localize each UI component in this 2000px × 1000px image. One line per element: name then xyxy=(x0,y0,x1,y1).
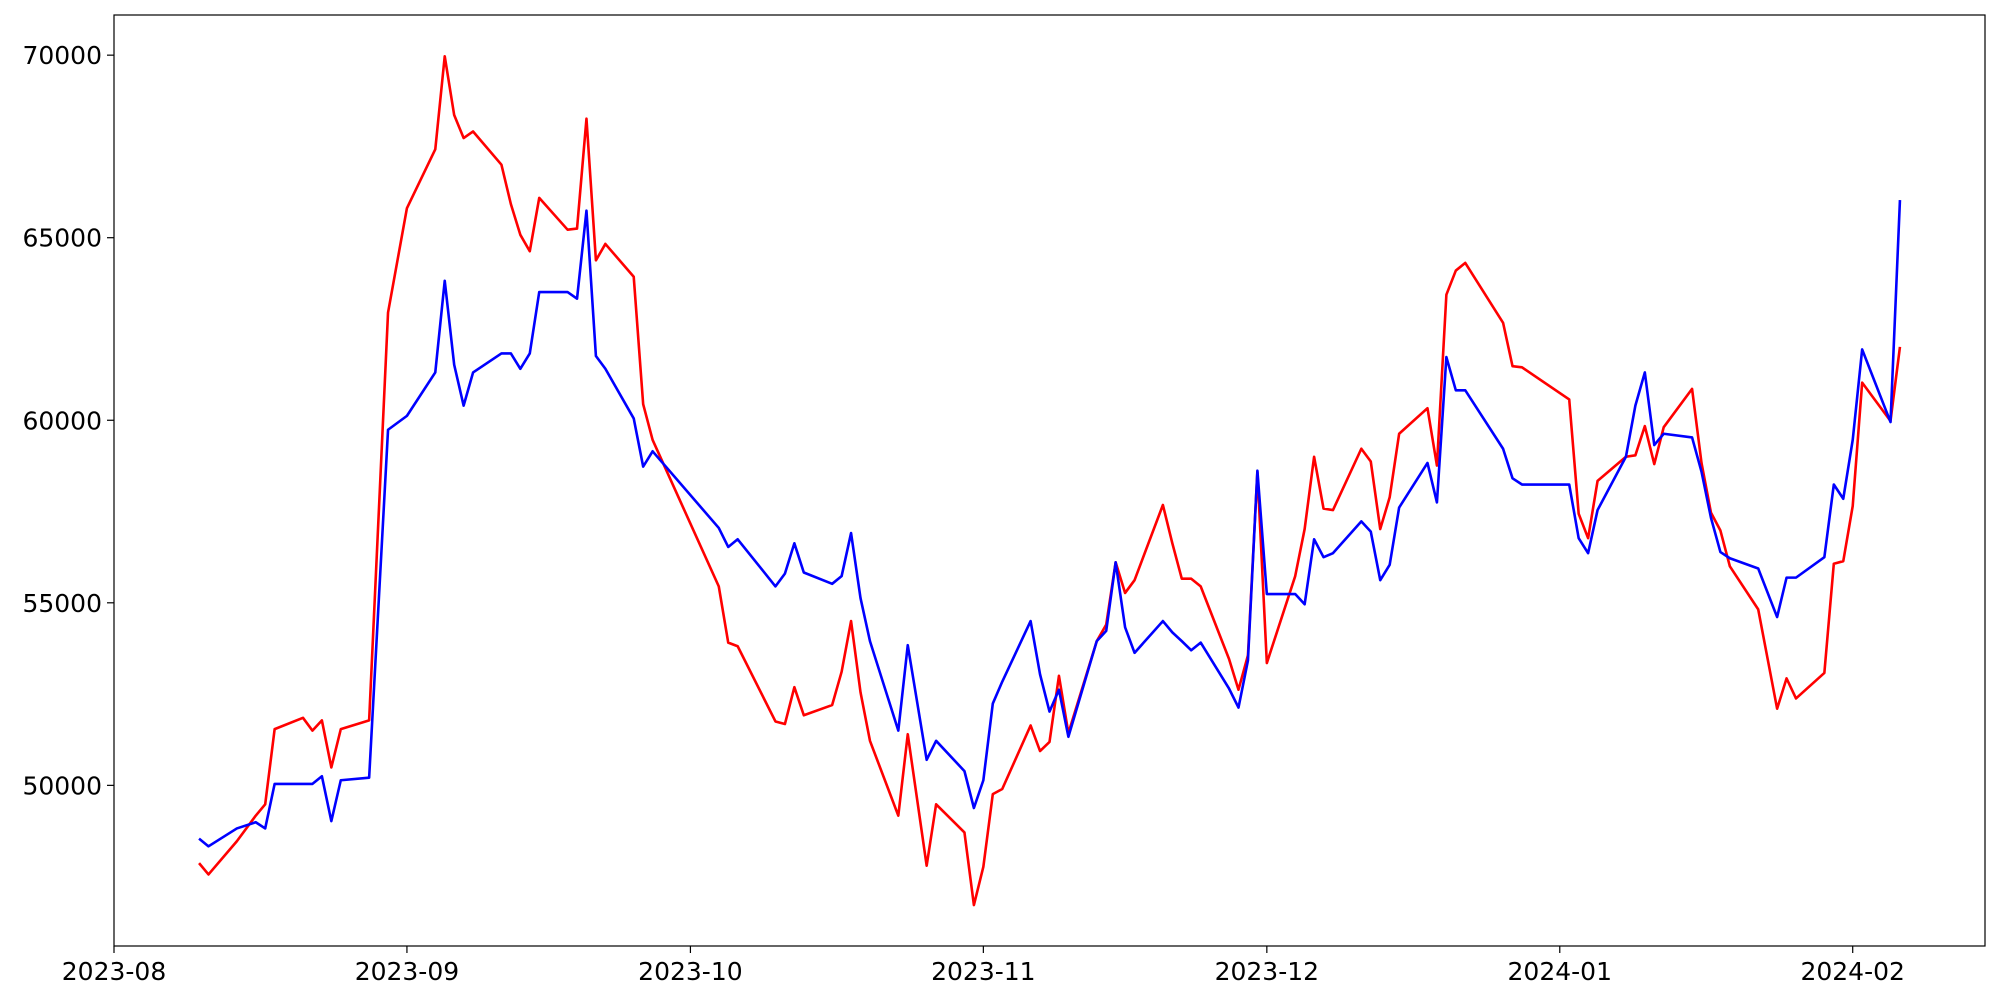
y-tick-label: 50000 xyxy=(22,771,102,800)
series-line xyxy=(198,200,1902,848)
x-tick-label: 2023-08 xyxy=(62,957,166,986)
y-tick-label: 60000 xyxy=(22,406,102,435)
y-tick-label: 55000 xyxy=(22,589,102,618)
x-tick-label: 2024-01 xyxy=(1508,957,1612,986)
x-tick-label: 2023-12 xyxy=(1215,957,1319,986)
x-tick-label: 2023-10 xyxy=(638,957,742,986)
plot-frame xyxy=(113,14,1986,947)
series-line xyxy=(198,54,1902,907)
x-tick-label: 2023-11 xyxy=(931,957,1035,986)
y-tick-label: 70000 xyxy=(22,41,102,70)
x-tick-label: 2024-02 xyxy=(1800,957,1904,986)
y-tick-label: 65000 xyxy=(22,224,102,253)
x-tick-label: 2023-09 xyxy=(355,957,459,986)
